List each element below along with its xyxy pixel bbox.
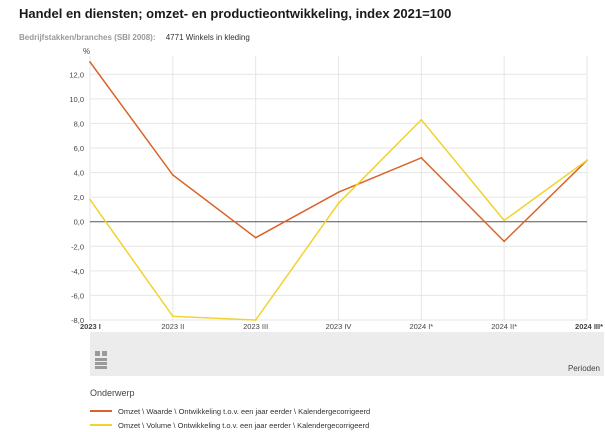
legend-swatch — [90, 410, 112, 412]
data-point — [171, 174, 174, 176]
y-tick-label: -6,0 — [71, 291, 84, 300]
data-point — [503, 219, 506, 222]
chart-footer: Perioden — [90, 332, 604, 376]
data-point — [586, 159, 588, 162]
x-tick-label: 2024 III* — [575, 322, 603, 331]
data-point — [254, 319, 257, 321]
x-tick-label: 2024 II* — [491, 322, 517, 331]
y-tick-label: 8,0 — [74, 119, 84, 128]
legend-title: Onderwerp — [90, 388, 135, 398]
data-point — [420, 156, 423, 159]
cbs-logo-icon — [95, 351, 107, 369]
data-point — [337, 202, 340, 205]
y-tick-label: 12,0 — [69, 70, 84, 79]
y-tick-label: -4,0 — [71, 267, 84, 276]
y-tick-label: 6,0 — [74, 144, 84, 153]
legend-label: Omzet \ Volume \ Ontwikkeling t.o.v. een… — [118, 420, 370, 430]
x-tick-label: 2023 I — [80, 322, 101, 331]
legend: Onderwerp Omzet \ Waarde \ Ontwikkeling … — [90, 388, 370, 432]
data-point — [89, 61, 91, 63]
filter-label: Bedrijfstakken/branches (SBI 2008): — [19, 33, 156, 42]
data-point — [337, 191, 340, 194]
y-tick-label: 4,0 — [74, 169, 84, 178]
data-point — [254, 236, 257, 239]
y-tick-label: 10,0 — [69, 95, 84, 104]
x-tick-label: 2023 III — [243, 322, 268, 331]
legend-label: Omzet \ Waarde \ Ontwikkeling t.o.v. een… — [118, 406, 371, 416]
data-point — [420, 118, 423, 121]
y-tick-label: 2,0 — [74, 193, 84, 202]
data-point — [171, 315, 174, 318]
legend-swatch — [90, 424, 112, 426]
y-tick-label: -2,0 — [71, 242, 84, 251]
data-point — [503, 240, 506, 243]
x-tick-label: 2024 I* — [409, 322, 433, 331]
chart-title: Handel en diensten; omzet- en productieo… — [19, 6, 452, 21]
y-tick-label: 0,0 — [74, 218, 84, 227]
x-axis-title: Perioden — [567, 364, 600, 373]
filter-row: Bedrijfstakken/branches (SBI 2008): 4771… — [19, 33, 250, 42]
filter-value[interactable]: 4771 Winkels in kleding — [165, 33, 250, 42]
y-tick-label: -8,0 — [71, 316, 84, 325]
legend-item-waarde[interactable]: Omzet \ Waarde \ Ontwikkeling t.o.v. een… — [90, 404, 370, 418]
x-tick-label: 2023 II — [161, 322, 184, 331]
legend-item-volume[interactable]: Omzet \ Volume \ Ontwikkeling t.o.v. een… — [90, 418, 370, 432]
data-point — [89, 198, 91, 201]
x-tick-label: 2023 IV — [326, 322, 352, 331]
y-axis-unit-label: % — [83, 47, 90, 56]
